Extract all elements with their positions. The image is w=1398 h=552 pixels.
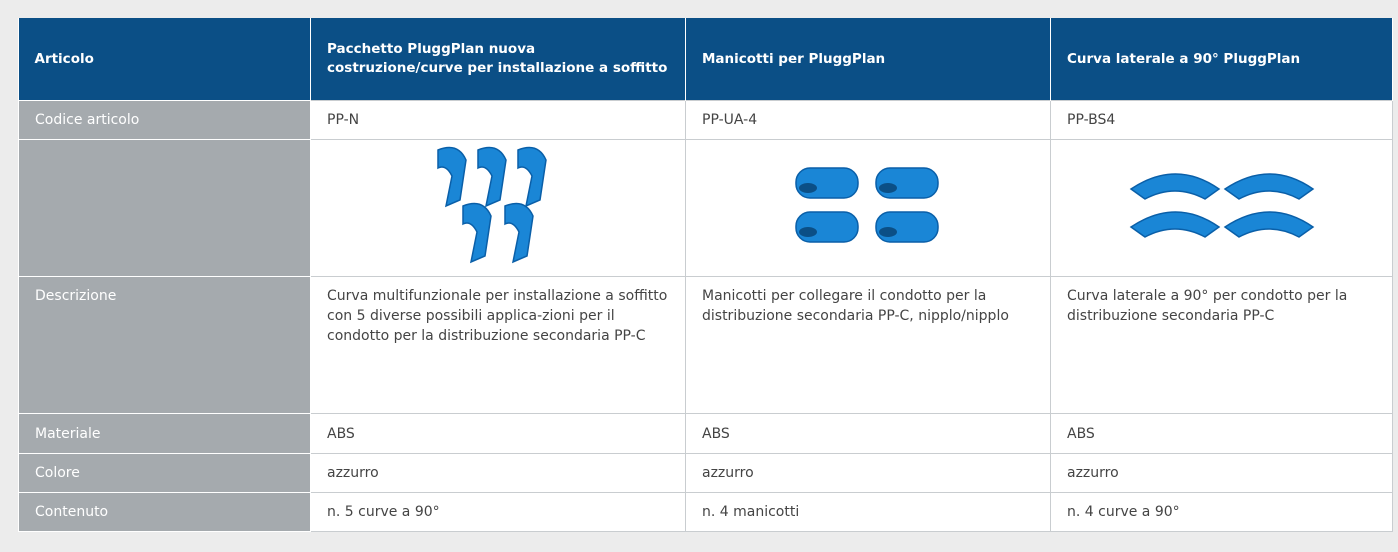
cell: n. 4 manicotti [685, 492, 1051, 532]
row: Materiale ABS ABS ABS [18, 413, 1393, 454]
cell: n. 5 curve a 90° [310, 492, 686, 532]
cell: Curva laterale a 90° per condotto per la… [1050, 276, 1393, 414]
cell: PP-N [310, 100, 686, 140]
product-image [1129, 173, 1314, 238]
row: Codice articolo PP-N PP-UA-4 PP-BS4 [18, 100, 1393, 140]
cell: PP-BS4 [1050, 100, 1393, 140]
product-table: Articolo Pacchetto PluggPlan nuova costr… [18, 18, 1393, 532]
cell: Manicotti per collegare il condotto per … [685, 276, 1051, 414]
row-label: Colore [18, 453, 311, 493]
header-cell: Pacchetto PluggPlan nuova costruzione/cu… [310, 18, 686, 101]
cell: azzurro [310, 453, 686, 493]
cell: PP-UA-4 [685, 100, 1051, 140]
product-image [437, 146, 547, 264]
row-label [18, 139, 311, 277]
cell: n. 4 curve a 90° [1050, 492, 1393, 532]
image-cell [310, 139, 686, 277]
header-cell: Manicotti per PluggPlan [685, 18, 1051, 101]
row-label: Materiale [18, 413, 311, 454]
image-cell [685, 139, 1051, 277]
cell: azzurro [685, 453, 1051, 493]
row-label: Contenuto [18, 492, 311, 532]
row: Descrizione Curva multifunzionale per in… [18, 276, 1393, 414]
image-row [18, 139, 1393, 277]
row-label: Descrizione [18, 276, 311, 414]
header-cell: Curva laterale a 90° PluggPlan [1050, 18, 1393, 101]
row: Colore azzurro azzurro azzurro [18, 453, 1393, 493]
cell: azzurro [1050, 453, 1393, 493]
cell: ABS [685, 413, 1051, 454]
cell: ABS [310, 413, 686, 454]
cell: ABS [1050, 413, 1393, 454]
cell: Curva multifunzionale per installazione … [310, 276, 686, 414]
row: Contenuto n. 5 curve a 90° n. 4 manicott… [18, 492, 1393, 532]
product-image [795, 167, 939, 243]
row-label: Codice articolo [18, 100, 311, 140]
header-row: Articolo Pacchetto PluggPlan nuova costr… [18, 18, 1393, 101]
header-cell: Articolo [18, 18, 311, 101]
image-cell [1050, 139, 1393, 277]
